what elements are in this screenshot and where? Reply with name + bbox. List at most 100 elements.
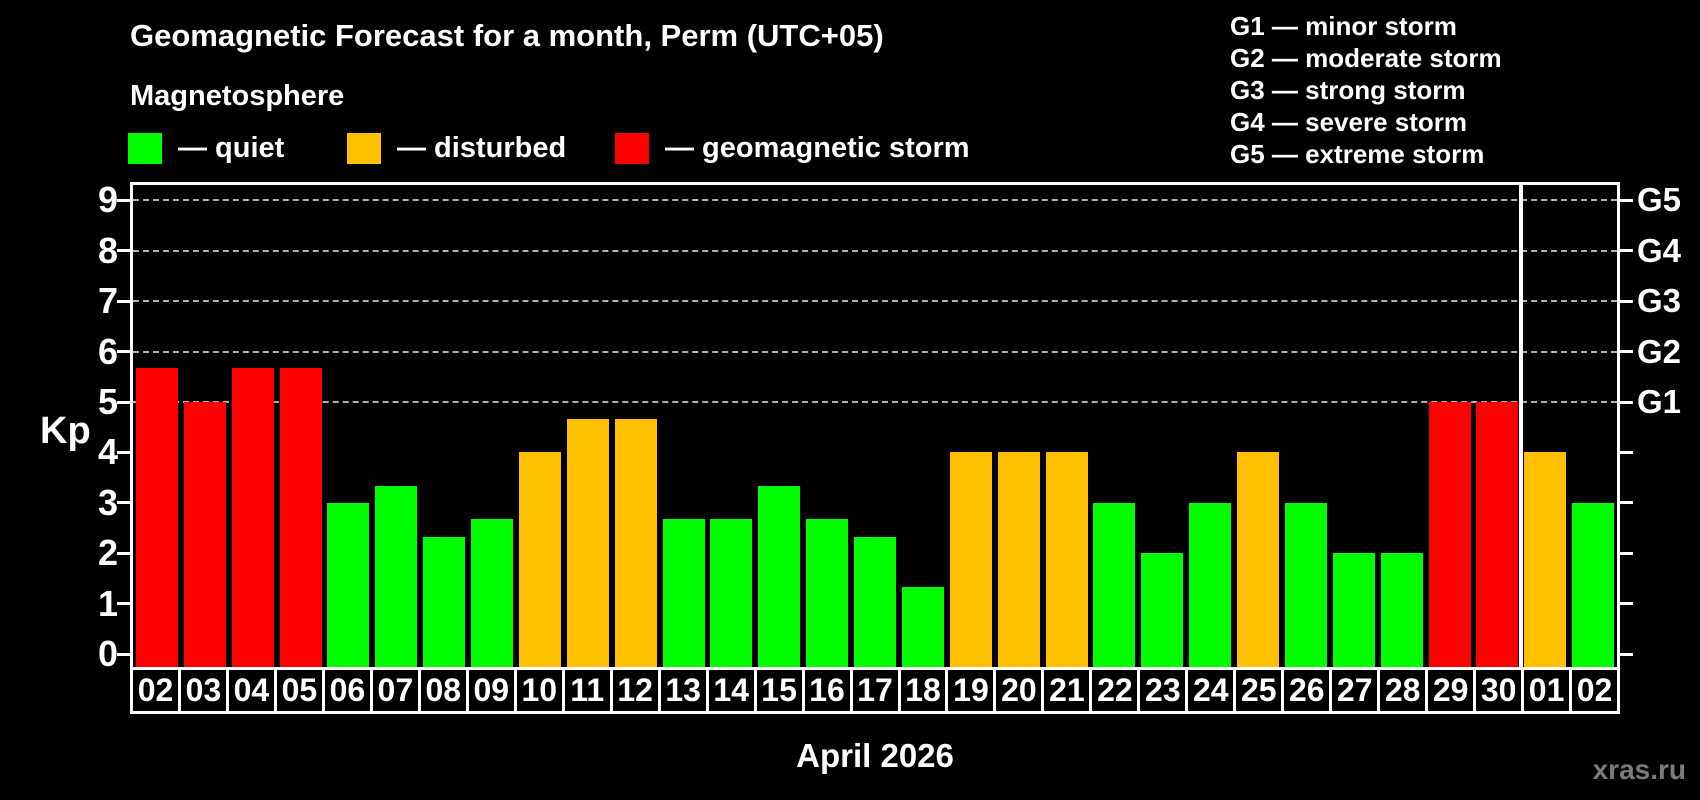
g-legend-line-g1: G1 — minor storm bbox=[1230, 11, 1457, 41]
bar-slot bbox=[133, 185, 181, 667]
bar-slot bbox=[1234, 185, 1282, 667]
kp-bar-30 bbox=[1476, 402, 1519, 667]
x-axis-date-label: 24 bbox=[1185, 667, 1237, 714]
kp-bar-06 bbox=[327, 502, 370, 667]
x-axis-date-label: 03 bbox=[177, 667, 229, 714]
y-axis-tick-right bbox=[1617, 400, 1633, 404]
y-axis-tick-label: 6 bbox=[97, 330, 118, 372]
bar-slot bbox=[1186, 185, 1234, 667]
kp-bar-02 bbox=[1572, 502, 1615, 667]
kp-bar-02 bbox=[135, 368, 178, 667]
y-axis-tick-right bbox=[1617, 450, 1633, 454]
g-level-label-g1: G1 bbox=[1637, 383, 1682, 420]
x-axis-date-label: 19 bbox=[945, 667, 997, 714]
gridline-g2 bbox=[133, 350, 1617, 353]
x-axis-date-label: 01 bbox=[1521, 667, 1573, 714]
y-axis-tick-left bbox=[117, 450, 133, 454]
kp-bar-21 bbox=[1045, 452, 1088, 667]
x-axis-date-label: 27 bbox=[1329, 667, 1381, 714]
legend-label-storm: — geomagnetic storm bbox=[665, 131, 970, 164]
bars-container bbox=[133, 185, 1617, 667]
kp-bar-05 bbox=[279, 368, 322, 667]
kp-bar-14 bbox=[710, 519, 753, 667]
x-axis-date-label: 28 bbox=[1377, 667, 1429, 714]
quiet-color-swatch-icon bbox=[128, 132, 162, 164]
chart-title: Geomagnetic Forecast for a month, Perm (… bbox=[130, 18, 884, 53]
bar-slot bbox=[1282, 185, 1330, 667]
g-level-label-g3: G3 bbox=[1637, 282, 1682, 320]
x-axis-date-label: 11 bbox=[561, 667, 613, 714]
g-legend-line-g5: G5 — extreme storm bbox=[1230, 139, 1485, 169]
x-axis-date-label: 21 bbox=[1041, 667, 1093, 714]
y-axis-tick-label: 7 bbox=[97, 280, 118, 322]
kp-bar-08 bbox=[423, 536, 466, 667]
kp-bar-07 bbox=[375, 486, 418, 667]
legend-label-disturbed: — disturbed bbox=[397, 131, 567, 164]
y-axis-tick-label: 3 bbox=[97, 481, 118, 523]
y-axis-tick-label: 1 bbox=[97, 582, 118, 624]
watermark: xras.ru bbox=[1592, 754, 1686, 785]
x-axis-date-label: 02 bbox=[130, 667, 181, 714]
kp-bar-04 bbox=[231, 368, 274, 667]
x-axis-date-label: 29 bbox=[1425, 667, 1477, 714]
x-axis-date-label: 18 bbox=[897, 667, 949, 714]
y-axis-tick-right bbox=[1617, 249, 1633, 253]
y-axis-tick-right bbox=[1617, 551, 1633, 555]
bar-slot bbox=[372, 185, 420, 667]
kp-bar-28 bbox=[1380, 553, 1423, 667]
bar-slot bbox=[1378, 185, 1426, 667]
y-axis-tick-right bbox=[1617, 652, 1633, 656]
x-axis-date-label: 17 bbox=[849, 667, 901, 714]
y-axis-tick-right bbox=[1617, 198, 1633, 202]
month-separator-line bbox=[1519, 185, 1524, 667]
bar-slot bbox=[1330, 185, 1378, 667]
x-axis-date-label: 14 bbox=[705, 667, 757, 714]
y-axis-tick-left bbox=[117, 249, 133, 253]
gridline-g4 bbox=[133, 249, 1617, 252]
kp-bar-12 bbox=[614, 418, 657, 667]
x-axis-title: April 2026 bbox=[796, 737, 954, 774]
legend-item-quiet: — quiet bbox=[128, 131, 284, 165]
g-legend-line-g2: G2 — moderate storm bbox=[1230, 43, 1502, 73]
y-axis-tick-left bbox=[117, 350, 133, 354]
kp-bar-23 bbox=[1141, 553, 1184, 667]
x-axis-date-label: 12 bbox=[609, 667, 661, 714]
kp-bar-03 bbox=[183, 402, 226, 667]
y-axis-title: Kp bbox=[40, 410, 91, 452]
y-axis-tick-label: 4 bbox=[97, 431, 118, 473]
plot-area: 0 1 2 3 4 5 6 7 8 9 G1 G2 G3 G4 G5 bbox=[98, 179, 1681, 674]
bar-slot bbox=[277, 185, 325, 667]
gridline-g5 bbox=[133, 199, 1617, 202]
bar-slot bbox=[1521, 185, 1569, 667]
g-level-label-g5: G5 bbox=[1637, 181, 1682, 219]
g-legend-line-g3: G3 — strong storm bbox=[1230, 75, 1466, 105]
x-axis-date-label: 23 bbox=[1137, 667, 1189, 714]
x-axis-date-row: 02 03 04 05 06 07 08 09 10 11 12 13 14 15 16 17 18 19 20 21… bbox=[130, 667, 1621, 714]
x-axis-date-label: 10 bbox=[513, 667, 565, 714]
y-axis-tick-left bbox=[117, 602, 133, 606]
bar-slot bbox=[1569, 185, 1617, 667]
y-axis-tick-left bbox=[117, 299, 133, 303]
g-level-label-g2: G2 bbox=[1637, 332, 1682, 370]
y-axis-tick-right bbox=[1617, 299, 1633, 303]
x-axis-date-label: 04 bbox=[225, 667, 277, 714]
gridline-g3 bbox=[133, 300, 1617, 303]
kp-bar-25 bbox=[1237, 452, 1280, 667]
g-scale-legend: G1 — minor storm G2 — moderate storm G3 … bbox=[1230, 10, 1502, 170]
kp-bar-24 bbox=[1189, 502, 1232, 667]
x-axis-date-label: 16 bbox=[801, 667, 853, 714]
y-axis-tick-left bbox=[117, 652, 133, 656]
kp-bar-27 bbox=[1332, 553, 1375, 667]
x-axis-date-label: 30 bbox=[1473, 667, 1525, 714]
bar-slot bbox=[181, 185, 229, 667]
x-axis-date-label: 25 bbox=[1233, 667, 1285, 714]
kp-bar-19 bbox=[949, 452, 992, 667]
g-legend-line-g4: G4 — severe storm bbox=[1230, 107, 1468, 137]
y-axis-tick-label: 8 bbox=[97, 229, 118, 271]
x-axis-date-label: 13 bbox=[657, 667, 709, 714]
x-axis-date-label: 26 bbox=[1281, 667, 1333, 714]
kp-bar-16 bbox=[806, 519, 849, 667]
x-axis-date-label: 05 bbox=[273, 667, 325, 714]
bar-slot bbox=[803, 185, 851, 667]
